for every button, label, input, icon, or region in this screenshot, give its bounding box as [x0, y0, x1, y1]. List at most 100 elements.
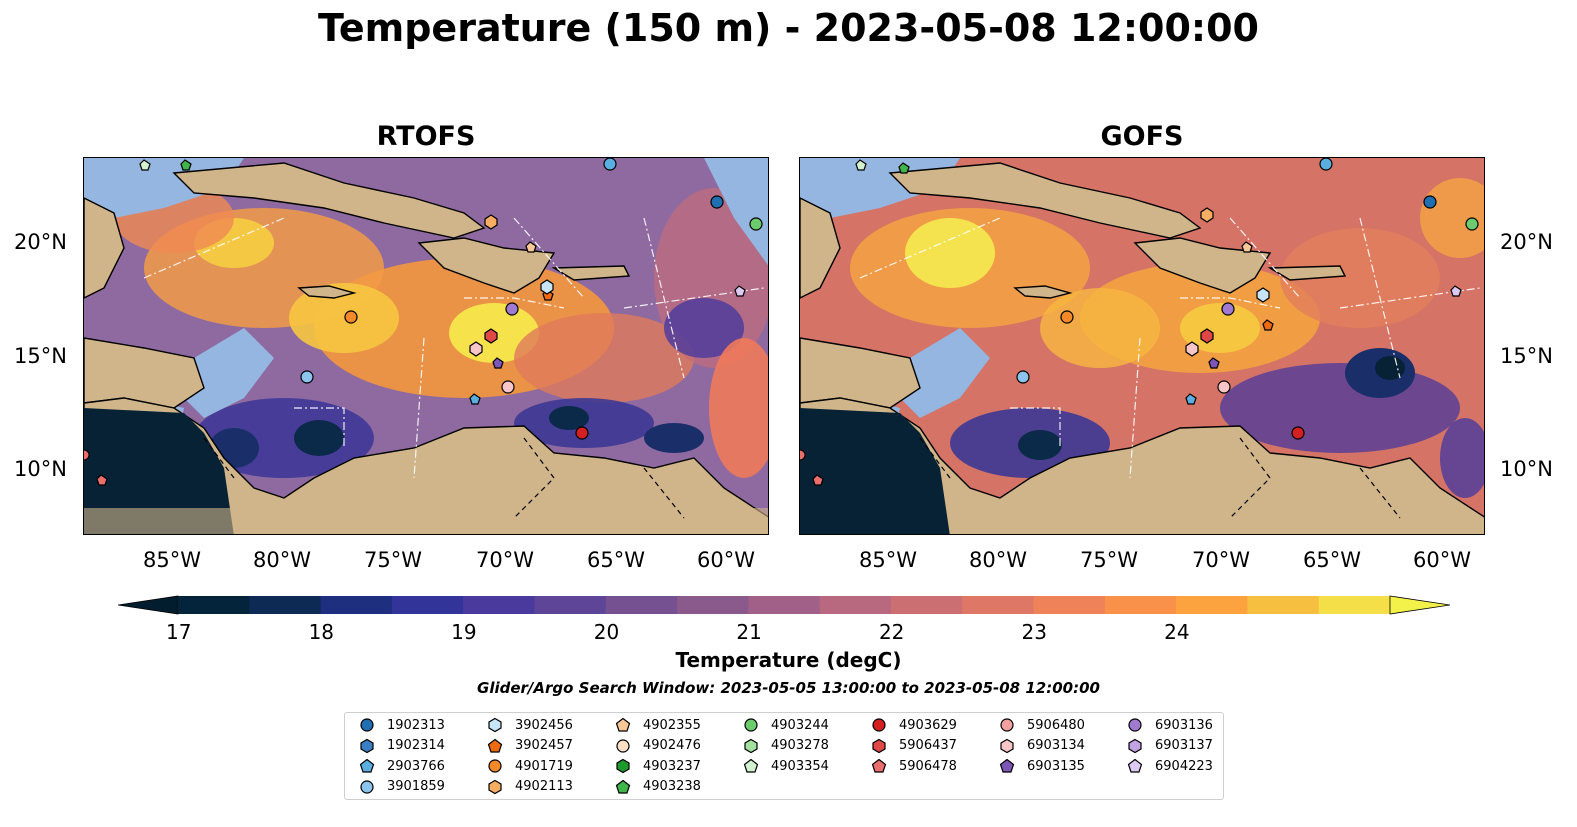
legend-label: 4903244 [771, 717, 829, 733]
lon-label-65w-right: 65°W [1303, 548, 1361, 572]
legend-marker-icon [744, 718, 758, 732]
lat-label-10n-left: 10°N [14, 457, 67, 481]
legend-entry: 3902456 [487, 715, 573, 735]
legend-marker-icon [1000, 718, 1014, 732]
colorbar-label: Temperature (degC) [675, 648, 902, 672]
legend-label: 2903766 [387, 758, 445, 774]
colorbar-segment [178, 596, 250, 614]
lat-label-20n-right: 20°N [1500, 230, 1553, 254]
lat-label-15n-right: 15°N [1500, 344, 1553, 368]
lon-label-85w-left: 85°W [143, 548, 201, 572]
legend-marker-icon [1128, 718, 1142, 732]
lon-label-75w-right: 75°W [1080, 548, 1138, 572]
legend-entry: 1902313 [359, 715, 445, 735]
colorbar-segment [605, 596, 678, 614]
legend-marker-icon [1128, 738, 1142, 753]
legend-entry: 4903354 [743, 756, 829, 776]
legend-marker-icon [616, 758, 630, 774]
colorbar-segment [249, 596, 322, 614]
legend-entry: 4901719 [487, 756, 573, 776]
colorbar-segment [748, 596, 821, 614]
legend-label: 4902113 [515, 779, 573, 794]
legend-marker-icon [488, 779, 502, 794]
colorbar-tick-label: 23 [1021, 620, 1047, 644]
legend-label: 3902457 [515, 738, 573, 753]
legend-entry: 6903134 [999, 736, 1085, 756]
colorbar-tick-label: 18 [308, 620, 335, 644]
gofs-map-graphic [800, 158, 1484, 534]
colorbar-segment [1033, 596, 1106, 614]
lon-label-85w-right: 85°W [859, 548, 917, 572]
lon-label-80w-right: 80°W [969, 548, 1027, 572]
lat-label-10n-right: 10°N [1500, 457, 1553, 481]
colorbar-segment [320, 596, 393, 614]
legend-label: 4903354 [771, 758, 829, 774]
legend-entry: 4902113 [487, 777, 573, 797]
colorbar-segment [1318, 596, 1391, 614]
legend-label: 4903237 [643, 758, 701, 774]
colorbar-segment [890, 596, 963, 614]
figure-title: Temperature (150 m) - 2023-05-08 12:00:0… [317, 6, 1259, 50]
legend-label: 5906480 [1027, 717, 1085, 733]
legend-entry: 4902355 [615, 715, 701, 735]
lon-label-60w-left: 60°W [697, 548, 755, 572]
colorbar-under-extend [117, 595, 179, 615]
legend-marker-icon [744, 738, 758, 753]
legend-marker-icon [872, 718, 886, 732]
legend-entry: 3902457 [487, 736, 573, 756]
legend-label: 4903629 [899, 717, 957, 733]
legend-label: 4902476 [643, 738, 701, 753]
legend-entry: 4903278 [743, 736, 829, 756]
legend-entry: 2903766 [359, 756, 445, 776]
panel-title-rtofs: RTOFS [376, 121, 476, 152]
legend-label: 4903238 [643, 779, 701, 794]
legend-entry: 4903629 [871, 715, 957, 735]
colorbar-segment [677, 596, 749, 614]
legend-label: 6903134 [1027, 738, 1085, 753]
legend-marker-icon [1127, 758, 1143, 773]
legend-marker-icon [615, 779, 631, 794]
rtofs-map-graphic [84, 158, 768, 534]
legend-entry: 4903238 [615, 777, 701, 797]
legend-marker-icon [871, 758, 887, 773]
legend-entry: 4903244 [743, 715, 829, 735]
legend-marker-icon [359, 758, 375, 773]
legend-entry: 5906437 [871, 736, 957, 756]
colorbar-segment [1104, 596, 1177, 614]
colorbar-segment [819, 596, 892, 614]
lat-label-20n-left: 20°N [14, 230, 67, 254]
colorbar-tick-label: 17 [166, 620, 192, 644]
legend-label: 5906437 [899, 738, 957, 753]
legend-entry: 6903137 [1127, 736, 1213, 756]
map-panel-gofs[interactable] [799, 157, 1485, 535]
legend-marker-icon [1000, 738, 1014, 753]
colorbar-tick-label: 22 [878, 620, 905, 644]
legend-marker-icon [488, 759, 502, 773]
lon-label-80w-left: 80°W [253, 548, 311, 572]
colorbar-over-extend [1389, 595, 1451, 615]
lon-label-65w-left: 65°W [587, 548, 645, 572]
legend-entry: 6904223 [1127, 756, 1213, 776]
colorbar-segment [1247, 596, 1320, 614]
colorbar-segment [1176, 596, 1248, 614]
legend-label: 4903278 [771, 738, 829, 753]
map-panel-rtofs[interactable] [83, 157, 769, 535]
legend-marker-icon [743, 758, 759, 773]
legend-marker-icon [360, 779, 374, 794]
legend-label: 4901719 [515, 758, 573, 774]
legend-label: 3901859 [387, 779, 445, 794]
search-window-text: Glider/Argo Search Window: 2023-05-05 13… [477, 679, 1100, 697]
lon-label-75w-left: 75°W [364, 548, 422, 572]
legend-entry: 1902314 [359, 736, 445, 756]
colorbar-graphic [117, 595, 1451, 615]
lon-label-70w-right: 70°W [1192, 548, 1250, 572]
colorbar-segment [962, 596, 1035, 614]
legend-label: 6903137 [1155, 738, 1213, 753]
legend-entry: 3901859 [359, 777, 445, 797]
legend-label: 3902456 [515, 717, 573, 733]
legend-marker-icon [488, 717, 502, 733]
colorbar-segment [463, 596, 535, 614]
legend-marker-icon [360, 738, 374, 753]
legend-marker-icon [487, 738, 503, 753]
legend-entry: 4902476 [615, 736, 701, 756]
